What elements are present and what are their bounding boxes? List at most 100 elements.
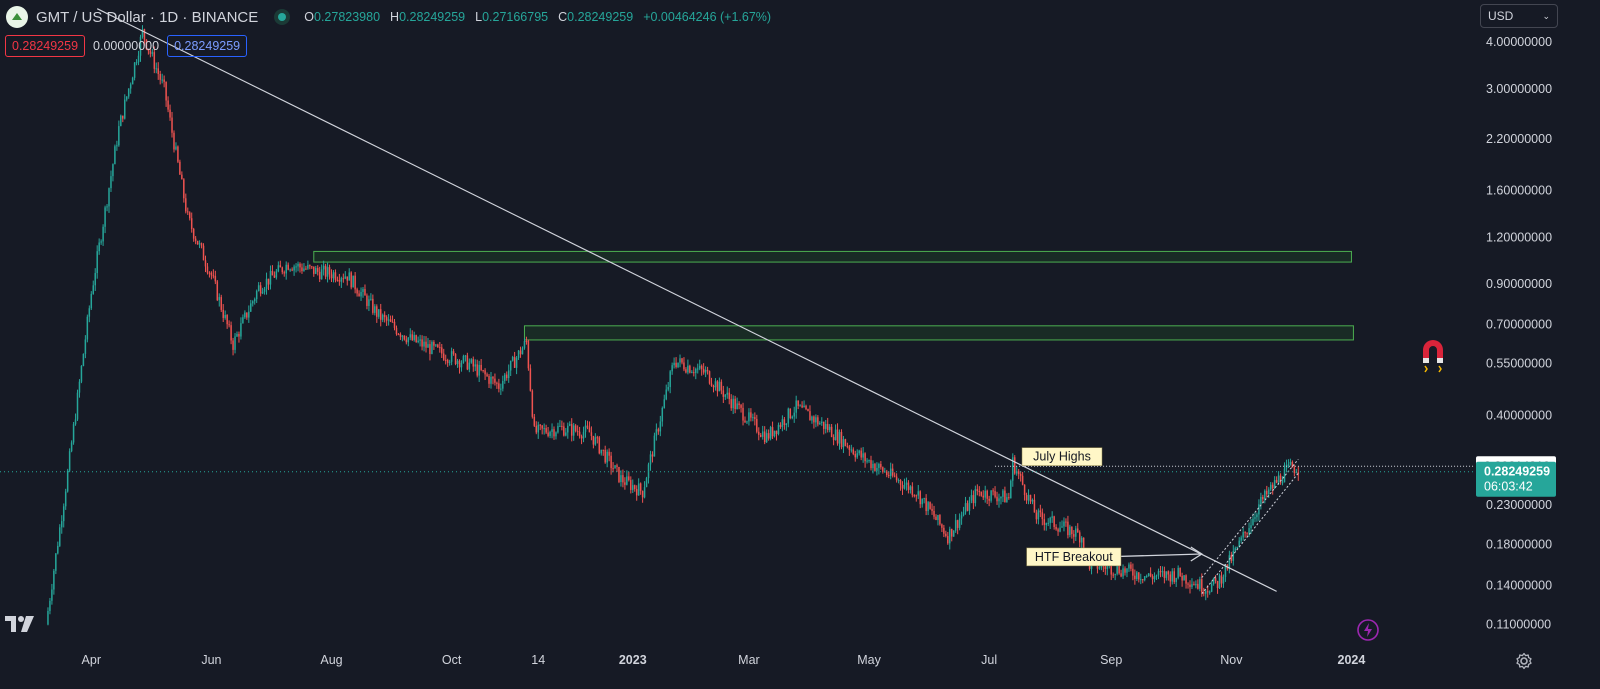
candle [200, 242, 203, 249]
resistance-zone-1 [313, 250, 1352, 263]
candle-body [450, 351, 453, 362]
candle-body [151, 52, 154, 54]
candle-body [257, 285, 260, 291]
candle [628, 471, 630, 482]
tradingview-logo-icon[interactable] [4, 612, 44, 634]
candle [1017, 468, 1020, 480]
candle [622, 469, 624, 488]
buy-button[interactable]: 0.28249259 [167, 35, 248, 57]
candle-body [236, 333, 238, 337]
candle-body [844, 439, 847, 446]
candle [610, 451, 612, 475]
candle [437, 343, 439, 348]
candle-body [907, 482, 910, 490]
candle-body [939, 515, 941, 525]
candle-body [370, 298, 372, 300]
candle-body [230, 325, 232, 341]
channel-lower-line [1201, 472, 1299, 595]
magnet-icon[interactable] [1418, 338, 1448, 374]
candle [360, 287, 362, 301]
candle-body [173, 132, 175, 150]
candle-body [945, 533, 947, 537]
gear-icon[interactable] [1515, 652, 1533, 670]
candle-body [628, 476, 630, 481]
candle [511, 355, 514, 362]
candle [332, 270, 335, 283]
candle-body [966, 503, 969, 511]
candle-body [964, 503, 967, 513]
candle [956, 519, 959, 535]
candle [667, 381, 669, 392]
candle-body [265, 278, 268, 289]
candle-body [710, 383, 713, 386]
candle-body [941, 524, 943, 528]
candle-body [131, 77, 134, 85]
candle-body [204, 260, 207, 267]
currency-select[interactable]: USD ⌄ [1480, 4, 1558, 28]
candle [131, 76, 134, 85]
candle-body [736, 403, 738, 410]
candle [1124, 566, 1126, 576]
candle-body [1061, 526, 1063, 528]
candle-body [750, 412, 752, 418]
candle-body [586, 425, 589, 428]
candle-body [141, 29, 144, 37]
candle [1025, 492, 1028, 504]
candle-body [874, 463, 876, 471]
candle-body [679, 358, 681, 363]
candle [1258, 499, 1260, 521]
candle-body [1293, 467, 1296, 473]
candle-body [423, 341, 425, 347]
chevron-down-icon: ⌄ [1542, 10, 1550, 21]
candle-body [718, 381, 721, 392]
candle [1256, 512, 1258, 522]
candle-body [1297, 472, 1300, 475]
candle [393, 318, 396, 331]
candle [785, 423, 788, 431]
candle-body [192, 228, 195, 239]
candle [941, 523, 943, 532]
candle-body [588, 427, 591, 433]
candle-body [1234, 548, 1237, 551]
candle [1071, 526, 1073, 539]
candle-body [1047, 522, 1049, 524]
candle [1132, 563, 1134, 581]
lightning-bolt-icon[interactable] [1356, 618, 1380, 642]
candle [838, 429, 841, 450]
candle-body [1055, 526, 1057, 530]
candle [417, 336, 419, 344]
candle-body [1189, 584, 1191, 587]
candle-body [1063, 521, 1065, 527]
candle-body [322, 265, 325, 270]
candle-body [51, 589, 53, 601]
candle [458, 359, 461, 374]
candle-body [1025, 495, 1028, 501]
symbol-logo-icon[interactable] [6, 6, 28, 28]
candle-body [1159, 571, 1162, 573]
candle [80, 365, 83, 384]
candle-body [661, 407, 664, 422]
candle [212, 269, 215, 279]
symbol-title[interactable]: GMT / US Dollar · 1D · BINANCE [36, 8, 259, 26]
candle [1244, 531, 1246, 538]
candle [1271, 482, 1274, 495]
candle-body [401, 335, 404, 337]
candle-body [819, 423, 821, 425]
candle-body [1098, 567, 1101, 569]
candle-body [271, 270, 274, 276]
candle-body [460, 362, 463, 368]
market-open-dot-icon[interactable] [274, 9, 291, 25]
candle [759, 432, 762, 438]
candle-body [502, 380, 504, 389]
candle [1069, 524, 1071, 538]
sell-button[interactable]: 0.28249259 [5, 35, 86, 57]
candle-body [746, 421, 748, 423]
candle [165, 81, 167, 107]
candle [850, 444, 853, 453]
candle-body [598, 437, 601, 454]
candle-body [297, 263, 299, 267]
candle-body [968, 500, 971, 511]
candle [1075, 525, 1077, 542]
